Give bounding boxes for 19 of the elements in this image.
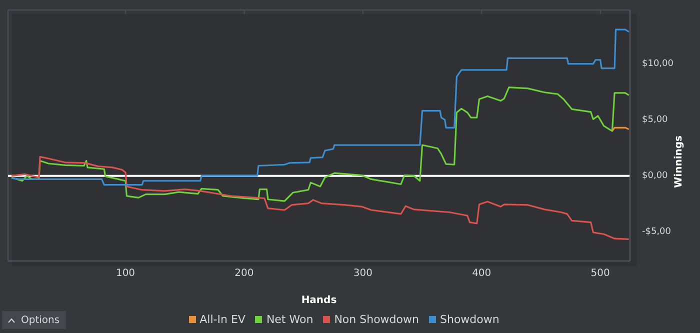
x-tick-label: 500	[590, 268, 610, 280]
y-axis-title: Winnings	[674, 135, 685, 188]
line-series	[10, 28, 630, 186]
y-tick-label: $10,00	[642, 58, 674, 69]
legend-label: Non Showdown	[334, 313, 419, 326]
x-tick-label: 300	[353, 268, 372, 280]
legend-label: Net Won	[266, 313, 314, 326]
line-series	[10, 86, 630, 202]
y-tick-label: $5,00	[642, 114, 668, 125]
legend-label: Showdown	[440, 313, 500, 326]
x-tick-label: 200	[234, 268, 254, 280]
line-series	[10, 156, 630, 240]
x-axis-title: Hands	[301, 295, 337, 306]
y-tick-label: -$5,00	[642, 226, 672, 237]
x-tick-label: 100	[116, 268, 136, 280]
y-tick-label: $0,00	[642, 170, 668, 181]
legend-label: All-In EV	[200, 313, 246, 326]
x-tick-label: 400	[472, 268, 492, 280]
text: Options	[21, 314, 60, 326]
